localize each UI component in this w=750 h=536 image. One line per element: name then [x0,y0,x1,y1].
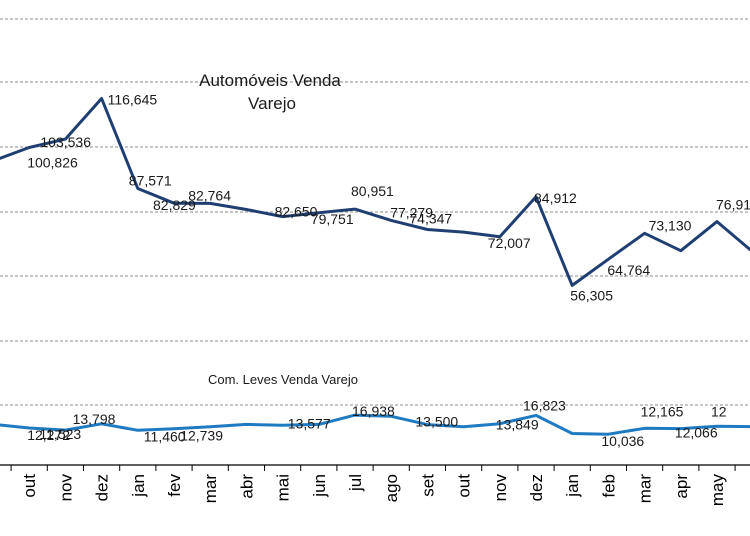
data-label: 12,066 [675,425,718,441]
series-lines [0,97,750,436]
grid-lines [0,18,750,406]
x-tick-label: dez [527,474,546,501]
data-label: 11,460 [144,428,186,444]
x-tick-label: jan [563,474,582,498]
data-label: 13,849 [496,417,539,433]
data-label: 12,165 [641,403,684,419]
data-label: 77,279 [390,204,433,220]
x-tick-label: set [418,474,437,497]
data-label: 12,739 [180,428,223,444]
x-tick-label: jul [346,474,365,492]
series-line-0 [0,97,750,287]
x-tick-label: mai [274,474,293,501]
x-tick-label: mar [201,474,220,504]
x-tick-label: fev [165,474,184,497]
data-label: 64,764 [607,262,650,278]
x-tick-label: ago [382,474,401,502]
data-label: 100,826 [27,155,78,171]
series-line-1 [0,413,750,436]
data-label: 82,829 [153,197,196,213]
x-tick-label: jan [129,474,148,498]
data-label: 13,577 [288,415,331,431]
data-label: 11,523 [39,426,81,442]
x-tick-label: feb [599,474,618,498]
data-label: 56,305 [570,287,613,303]
series-title-autos-line1: Automóveis Venda [199,71,341,90]
data-label: 76,91 [716,197,750,213]
data-label: 82,650 [275,204,318,220]
data-label: 13,798 [73,411,116,427]
x-tick-label: nov [56,474,75,502]
x-tick-label: abr [237,474,256,499]
series-title-autos-line2: Varejo [248,94,296,113]
data-label: 16,938 [352,403,395,419]
data-label: 79,751 [311,211,354,227]
data-label: 82,764 [188,187,231,203]
data-label: 10,036 [601,433,644,449]
data-label: 87,571 [129,173,172,189]
data-label: 74,347 [409,211,452,227]
series-title-leves: Com. Leves Venda Varejo [208,372,358,387]
x-tick-label: out [455,474,474,498]
x-axis: out nov dez jan fev mar abr mai jun jul ago set out n… [0,464,750,507]
x-tick-label: apr [672,474,691,499]
data-label: 84,912 [534,190,577,206]
data-label: 16,823 [523,397,566,413]
data-label: 12 [711,403,727,419]
x-tick-label: mar [636,474,655,504]
data-label: 73,130 [649,217,692,233]
data-label: 116,645 [108,92,158,108]
x-tick-label: jun [310,474,329,498]
x-tick-label: may [708,474,727,507]
data-label: 103,536 [40,134,91,150]
x-tick-label: dez [93,474,112,501]
x-tick-label: nov [491,474,510,502]
data-label: 13,500 [415,414,458,430]
data-label: 72,007 [488,235,531,251]
data-label: 80,951 [351,183,394,199]
data-label: 12,272 [27,427,70,443]
x-tick-label: out [20,474,39,498]
